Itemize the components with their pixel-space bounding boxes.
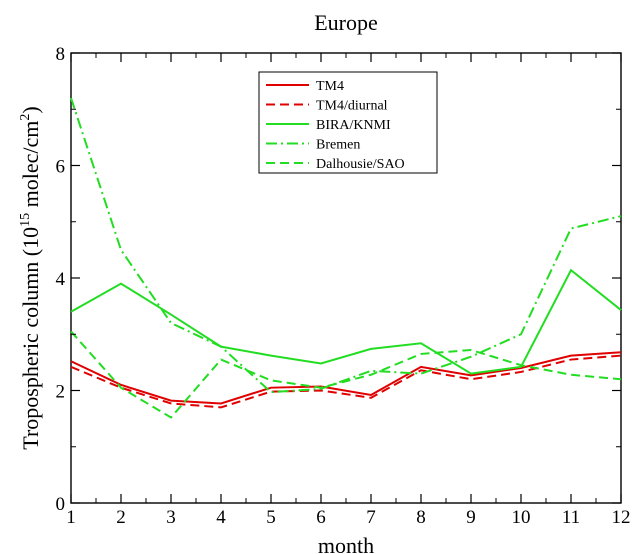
- x-tick-label: 9: [466, 507, 476, 528]
- y-tick-label: 8: [56, 44, 66, 65]
- y-axis-label-suffix: ): [18, 106, 43, 113]
- series-line-bira-knmi: [70, 268, 622, 375]
- y-axis-label: Tropospheric column (1015 molec/cm2): [18, 106, 43, 449]
- x-tick-label: 5: [266, 507, 276, 528]
- y-axis-label-prefix: Tropospheric column (10: [18, 227, 43, 450]
- series-line-bremen: [70, 97, 622, 394]
- y-tick-label: 0: [56, 494, 66, 515]
- y-axis-label-exponent-2: 2: [18, 114, 33, 121]
- x-tick-label: 2: [116, 507, 126, 528]
- x-tick-label: 4: [216, 507, 226, 528]
- series-line-tm4: [70, 351, 622, 405]
- legend-label: TM4: [316, 79, 344, 94]
- legend-label: TM4/diurnal: [316, 99, 388, 114]
- y-tick-label: 4: [56, 269, 66, 290]
- x-axis-label: month: [318, 533, 374, 554]
- legend-label: Bremen: [316, 138, 360, 153]
- legend: TM4 TM4/diurnal BIRA/KNMI Bremen Dalhousie/S…: [258, 71, 438, 174]
- x-tick-label: 1: [66, 507, 76, 528]
- x-tick-label: 6: [316, 507, 326, 528]
- x-tick-label: 10: [512, 507, 531, 528]
- x-tick-label: 11: [562, 507, 580, 528]
- x-tick-label: 3: [166, 507, 176, 528]
- legend-entries: TM4 TM4/diurnal BIRA/KNMI Bremen Dalhousie/S…: [266, 79, 405, 172]
- x-tick-label: 7: [366, 507, 376, 528]
- chart-title: Europe: [314, 10, 378, 35]
- series-layer: [70, 97, 622, 419]
- x-axis-ticks: 1 2 3 4 5 6 7 8 9 10 11 12: [66, 53, 631, 528]
- legend-label: Dalhousie/SAO: [316, 157, 405, 172]
- y-tick-label: 2: [56, 382, 66, 403]
- series-line-tm4-diurnal: [70, 354, 622, 409]
- x-tick-label: 8: [416, 507, 426, 528]
- legend-label: BIRA/KNMI: [316, 118, 391, 133]
- y-axis-label-exponent-1: 15: [18, 213, 33, 227]
- y-tick-label: 6: [56, 157, 66, 178]
- legend-box: [258, 71, 438, 174]
- series-line-dalhousie-sao: [70, 330, 622, 419]
- y-axis-label-middle: molec/cm: [18, 121, 43, 213]
- y-axis-ticks: 0 2 4 6 8: [56, 44, 621, 515]
- x-tick-label: 12: [612, 507, 631, 528]
